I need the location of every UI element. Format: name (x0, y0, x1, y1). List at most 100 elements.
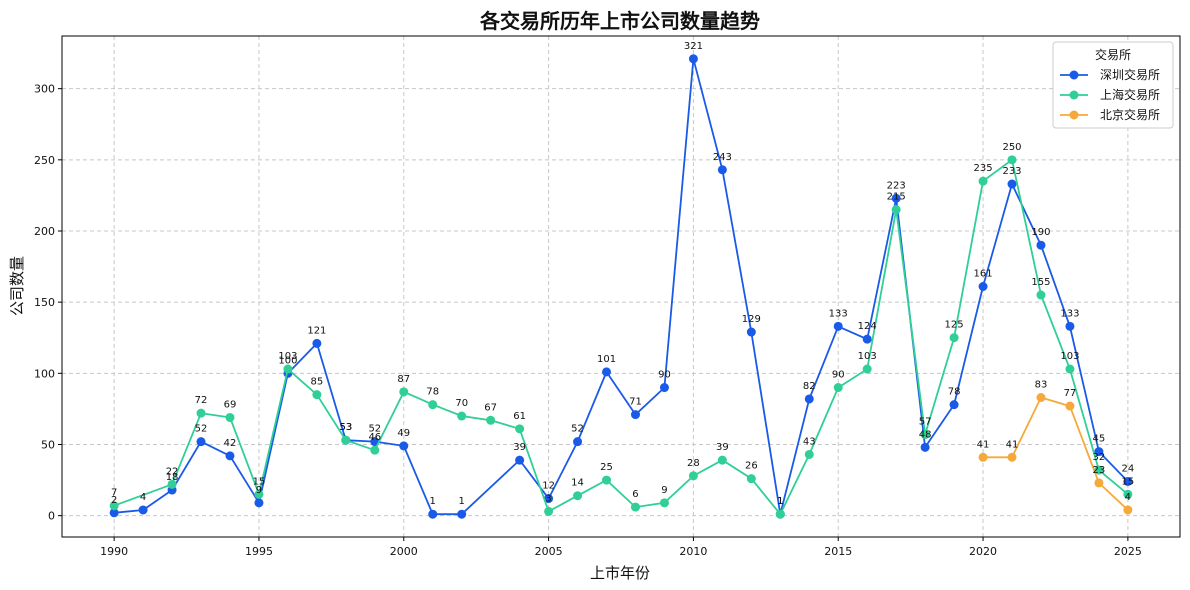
data-point (746, 474, 756, 484)
data-label: 9 (256, 485, 262, 496)
data-point (515, 455, 525, 465)
data-label: 46 (368, 432, 381, 443)
data-label: 15 (253, 476, 266, 487)
data-point (833, 383, 843, 393)
data-label: 1 (430, 496, 436, 507)
y-tick-label: 250 (34, 154, 55, 167)
data-label: 18 (166, 472, 179, 483)
data-point (978, 282, 988, 291)
data-label: 1 (777, 496, 783, 507)
data-label: 15 (1121, 476, 1134, 487)
data-point (891, 193, 901, 203)
data-point (1094, 478, 1104, 488)
data-label: 52 (571, 424, 584, 435)
chart-title: 各交易所历年上市公司数量趋势 (479, 9, 760, 33)
data-point (602, 475, 612, 485)
data-point (1065, 321, 1075, 331)
data-point (630, 410, 640, 420)
data-label: 39 (716, 442, 729, 453)
data-label: 124 (858, 321, 877, 332)
data-point (1094, 447, 1104, 457)
data-label: 129 (742, 314, 761, 325)
data-label: 61 (513, 411, 526, 422)
data-point (775, 509, 785, 519)
data-label: 7 (111, 488, 117, 499)
data-label: 9 (661, 485, 667, 496)
data-point (688, 54, 698, 64)
plot-frame (61, 35, 1181, 538)
data-label: 28 (687, 458, 700, 469)
data-point (312, 338, 322, 348)
x-tick-label: 2010 (679, 545, 707, 558)
data-label: 87 (397, 374, 410, 385)
data-point (1036, 290, 1046, 300)
x-tick-label: 2015 (824, 545, 852, 558)
y-tick-label: 100 (34, 367, 55, 380)
data-label: 83 (1035, 380, 1048, 391)
data-point (225, 451, 235, 461)
data-label: 121 (307, 325, 326, 336)
data-label: 43 (803, 436, 816, 447)
data-point (1036, 240, 1046, 250)
data-label: 41 (1006, 439, 1019, 450)
legend-marker (1069, 90, 1079, 100)
data-label: 6 (632, 489, 638, 500)
data-label: 25 (600, 462, 613, 473)
data-label: 101 (597, 354, 616, 365)
data-label: 235 (973, 163, 992, 174)
data-point (717, 455, 727, 465)
series-group (109, 54, 1133, 519)
data-point (978, 176, 988, 186)
data-point (254, 489, 264, 499)
data-label: 49 (397, 428, 410, 439)
data-point (602, 367, 612, 377)
data-label: 215 (887, 192, 906, 203)
data-label: 85 (311, 377, 324, 388)
series-line (113, 158, 1129, 516)
data-label: 23 (1093, 465, 1106, 476)
data-point (428, 400, 438, 410)
data-label: 52 (195, 424, 208, 435)
data-label: 3 (545, 493, 551, 504)
data-label: 321 (684, 41, 703, 52)
data-label: 45 (1093, 434, 1106, 445)
data-label: 14 (571, 478, 584, 489)
data-point (1123, 505, 1133, 515)
x-axis: 1990 1995 2000 2005 2010 2015 2020 2025 (100, 537, 1142, 558)
data-point (862, 334, 872, 344)
data-point (1007, 155, 1017, 165)
data-point (283, 364, 293, 374)
data-label: 1 (459, 496, 465, 507)
data-point (1094, 465, 1104, 475)
y-tick-label: 0 (48, 510, 55, 523)
data-label: 90 (832, 370, 845, 381)
x-tick-label: 2020 (969, 545, 997, 558)
series-2 (109, 155, 1133, 519)
data-point (138, 505, 148, 515)
data-point (920, 430, 930, 440)
y-tick-label: 300 (34, 83, 55, 96)
data-label: 24 (1121, 463, 1134, 474)
legend-entry-label: 北京交易所 (1100, 107, 1160, 122)
data-label: 223 (887, 180, 906, 191)
data-point (1007, 452, 1017, 462)
data-point (370, 445, 380, 455)
data-point (544, 506, 554, 516)
data-label: 103 (278, 351, 297, 362)
y-axis: 0 50 100 150 200 250 300 (34, 83, 62, 523)
data-point (399, 441, 409, 451)
data-label: 4 (140, 492, 146, 503)
data-point (312, 390, 322, 400)
data-label: 155 (1031, 277, 1050, 288)
data-label: 82 (803, 381, 816, 392)
data-label: 77 (1064, 388, 1077, 399)
data-label: 250 (1002, 142, 1021, 153)
data-point (573, 437, 583, 447)
series-1 (109, 54, 1133, 519)
data-point (833, 321, 843, 331)
data-label: 1 (777, 496, 783, 507)
data-label: 26 (745, 461, 758, 472)
data-point (486, 415, 496, 425)
data-point (196, 437, 206, 447)
x-tick-label: 2025 (1114, 545, 1142, 558)
